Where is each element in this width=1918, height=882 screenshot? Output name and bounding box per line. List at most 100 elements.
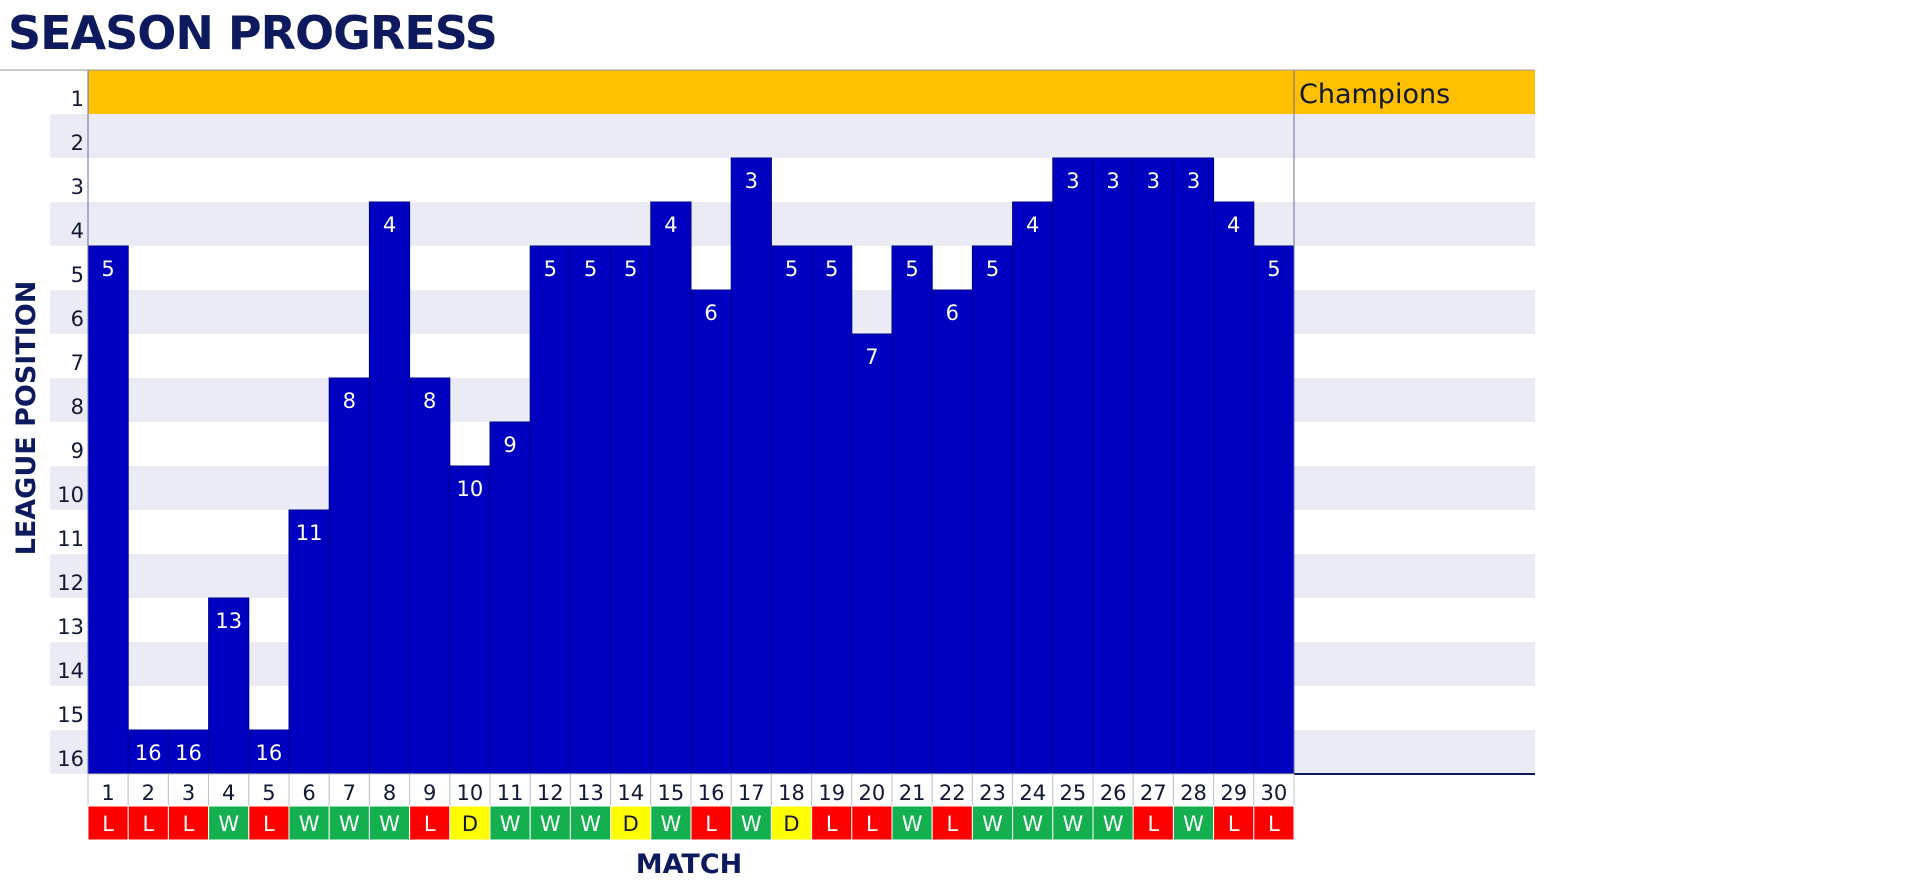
y-tick-label: 11 — [57, 527, 84, 551]
x-tick-label: 11 — [497, 781, 524, 805]
bar-value-label: 8 — [343, 389, 356, 413]
result-label: L — [142, 812, 154, 836]
bar-match-27 — [1132, 157, 1174, 775]
result-label: D — [783, 812, 799, 836]
y-tick-label: 1 — [71, 87, 84, 111]
row-band-4 — [50, 202, 1535, 246]
result-cell-L — [690, 805, 732, 841]
x-tick-label: 26 — [1100, 781, 1127, 805]
x-tick-label: 30 — [1261, 781, 1288, 805]
result-label: W — [902, 812, 923, 836]
bar-match-11 — [489, 421, 531, 775]
bar-match-20 — [851, 333, 893, 775]
x-tick-label: 10 — [457, 781, 484, 805]
y-tick-label: 9 — [71, 439, 84, 463]
bar-match-8 — [368, 201, 411, 775]
x-tick-label: 27 — [1140, 781, 1167, 805]
result-label: W — [661, 812, 682, 836]
y-tick-label: 16 — [57, 747, 84, 771]
result-cell-L — [1132, 805, 1174, 841]
x-tick-label: 16 — [698, 781, 725, 805]
bar-match-22 — [931, 289, 973, 775]
result-cell-W — [1172, 805, 1215, 841]
result-label: W — [500, 812, 521, 836]
result-label: L — [866, 812, 878, 836]
result-cell-D — [449, 805, 491, 841]
result-label: D — [623, 812, 639, 836]
bar-value-label: 3 — [1187, 169, 1200, 193]
bar-match-4 — [208, 597, 250, 775]
result-label: L — [263, 812, 275, 836]
y-tick-label: 7 — [71, 351, 84, 375]
bar-match-16 — [690, 289, 732, 775]
bar-value-label: 3 — [1106, 169, 1119, 193]
row-band-2 — [50, 114, 1535, 158]
result-label: L — [1147, 812, 1159, 836]
match-number-cell — [87, 773, 129, 807]
bar-match-1 — [87, 245, 129, 775]
result-cell-W — [971, 805, 1014, 841]
match-number-cell — [449, 773, 491, 807]
bar-value-label: 4 — [664, 213, 677, 237]
bar-value-label: 5 — [785, 257, 798, 281]
match-number-cell — [1253, 773, 1295, 807]
bar-match-5 — [248, 729, 290, 775]
y-tick-label: 3 — [71, 175, 84, 199]
x-tick-label: 7 — [343, 781, 356, 805]
result-cell-L — [851, 805, 893, 841]
result-label: W — [1103, 812, 1124, 836]
match-number-cell — [1052, 773, 1094, 807]
chart-title: SEASON PROGRESS — [8, 6, 498, 60]
bar-match-15 — [650, 201, 692, 775]
y-tick-label: 4 — [71, 219, 84, 243]
result-label: W — [218, 812, 239, 836]
bar-match-21 — [891, 245, 933, 775]
result-cell-W — [288, 805, 330, 841]
bar-value-label: 5 — [825, 257, 838, 281]
result-cell-L — [87, 805, 129, 841]
result-label: W — [982, 812, 1003, 836]
match-number-cell — [971, 773, 1014, 807]
x-tick-label: 13 — [577, 781, 604, 805]
x-tick-label: 14 — [617, 781, 644, 805]
x-tick-label: 24 — [1019, 781, 1046, 805]
result-label: W — [1183, 812, 1204, 836]
match-number-cell — [891, 773, 933, 807]
y-tick-label: 2 — [71, 131, 84, 155]
x-tick-label: 12 — [537, 781, 564, 805]
bar-match-13 — [569, 245, 612, 775]
result-cell-W — [891, 805, 933, 841]
result-label: L — [183, 812, 195, 836]
y-axis-title: LEAGUE POSITION — [11, 281, 42, 556]
y-tick-label: 14 — [57, 659, 84, 683]
result-cell-W — [650, 805, 692, 841]
x-tick-label: 18 — [778, 781, 805, 805]
y-tick-label: 5 — [71, 263, 84, 287]
bar-value-label: 8 — [423, 389, 436, 413]
match-number-cell — [208, 773, 250, 807]
match-number-cell — [1092, 773, 1134, 807]
bar-value-label: 16 — [175, 741, 202, 765]
result-cell-W — [730, 805, 772, 841]
result-label: L — [705, 812, 717, 836]
bar-value-label: 4 — [1227, 213, 1240, 237]
bar-value-label: 3 — [1147, 169, 1160, 193]
bar-value-label: 5 — [624, 257, 637, 281]
bar-value-label: 6 — [946, 301, 959, 325]
y-tick-label: 6 — [71, 307, 84, 331]
x-tick-label: 6 — [302, 781, 315, 805]
result-label: W — [1022, 812, 1043, 836]
match-number-cell — [610, 773, 652, 807]
match-number-cell — [730, 773, 772, 807]
x-tick-label: 17 — [738, 781, 765, 805]
x-tick-label: 8 — [383, 781, 396, 805]
bar-value-label: 5 — [1267, 257, 1280, 281]
result-cell-W — [208, 805, 250, 841]
bar-match-6 — [288, 509, 330, 775]
result-cell-W — [1092, 805, 1134, 841]
bar-value-label: 16 — [135, 741, 162, 765]
bar-match-7 — [328, 377, 370, 775]
result-cell-L — [248, 805, 290, 841]
match-number-cell — [489, 773, 531, 807]
x-tick-label: 29 — [1220, 781, 1247, 805]
